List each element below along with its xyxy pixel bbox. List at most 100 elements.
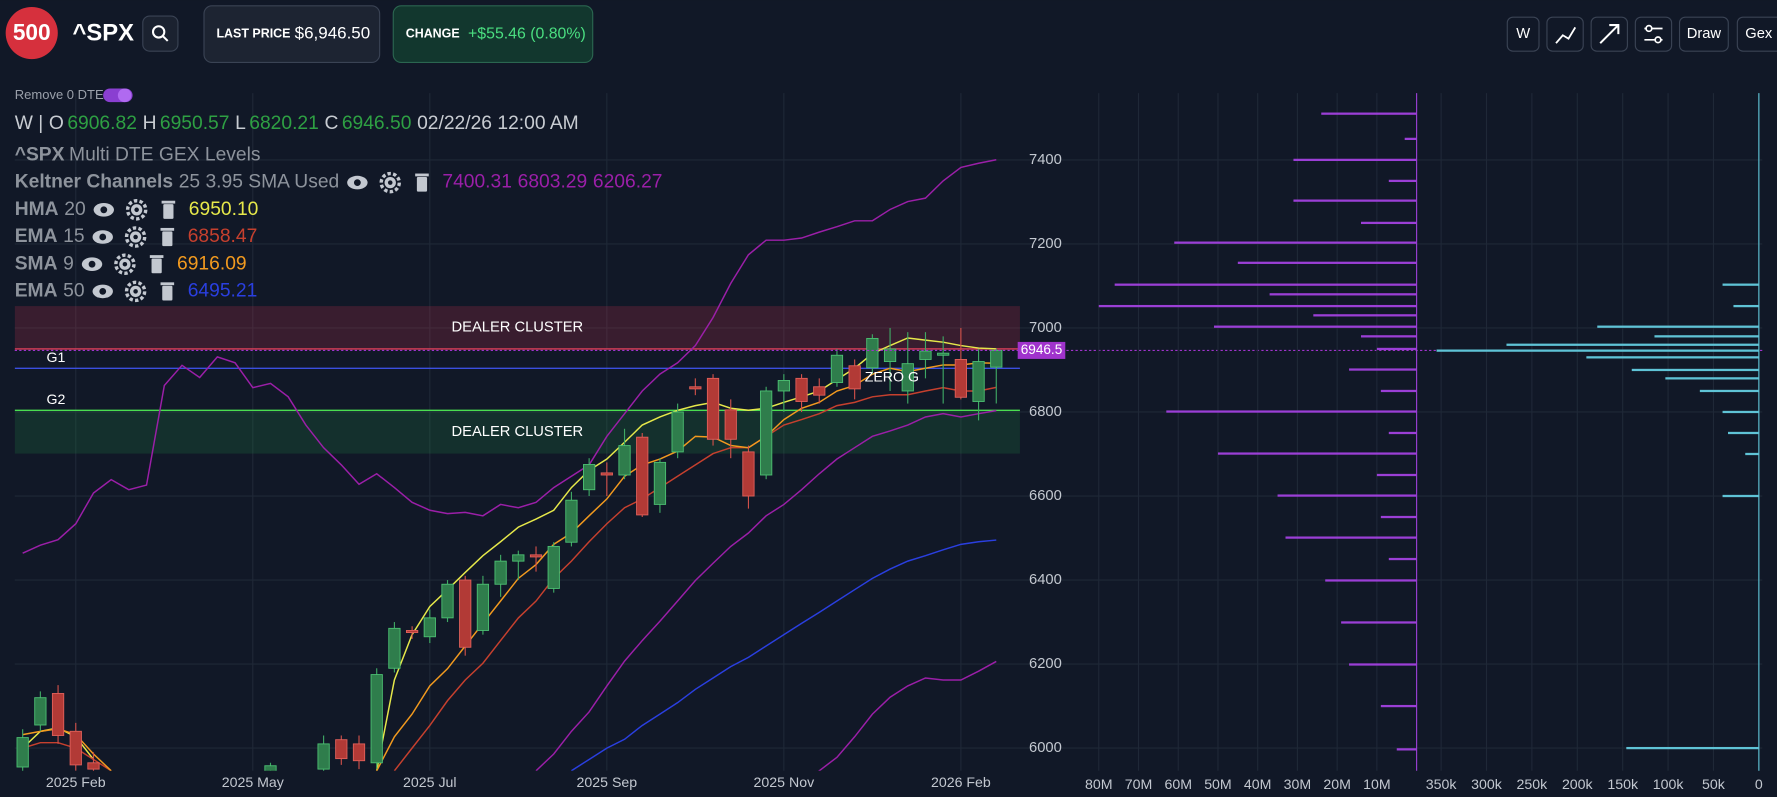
- eye-icon[interactable]: [92, 230, 113, 244]
- y-tick-label: 6000: [1029, 740, 1062, 756]
- search-button[interactable]: [142, 15, 179, 52]
- candle-body: [69, 730, 82, 766]
- gex-bar: [1388, 431, 1417, 435]
- trash-body: [416, 176, 428, 192]
- candle-body: [777, 380, 790, 392]
- trash-icon[interactable]: [160, 227, 175, 247]
- gex-bar: [1380, 389, 1417, 393]
- trash-icon[interactable]: [160, 282, 175, 301]
- trash-body: [163, 204, 174, 219]
- x-tick-label: 150k: [1607, 777, 1639, 793]
- gear-icon[interactable]: [114, 253, 136, 275]
- candle-body: [742, 451, 755, 497]
- gex-bar: [1285, 536, 1417, 539]
- trash-icon[interactable]: [415, 173, 429, 192]
- indicator-name: HMA: [15, 199, 59, 220]
- eye-icon[interactable]: [93, 203, 114, 217]
- x-tick-label: 100k: [1653, 777, 1685, 793]
- y-tick-label: 7400: [1029, 152, 1062, 168]
- candle-body: [990, 349, 1003, 368]
- candle-body: [405, 630, 419, 634]
- indicator-params: 9: [63, 253, 74, 274]
- dealer-cluster-zone: [14, 306, 1020, 349]
- candle-body: [600, 472, 613, 476]
- eye-icon[interactable]: [92, 284, 113, 299]
- zone-label: DEALER CLUSTER: [452, 319, 584, 335]
- candle-body: [671, 411, 684, 453]
- gear-icon[interactable]: [125, 199, 148, 221]
- price-plot: DEALER CLUSTER DEALER CLUSTER G1 G2 ZERO G: [14, 158, 1020, 771]
- candle-body: [512, 554, 525, 562]
- gear-icon[interactable]: [124, 280, 147, 303]
- gex-bar: [1626, 746, 1759, 750]
- gex-bar: [1293, 199, 1417, 202]
- logo[interactable]: [5, 6, 58, 60]
- trash-icon[interactable]: [161, 200, 176, 219]
- gex-bar: [1586, 356, 1759, 359]
- candle-body: [529, 554, 543, 558]
- gex-button[interactable]: [1736, 16, 1777, 52]
- indicator-params: 25 3.95 SMA Used: [179, 172, 340, 193]
- indicator-value: 6803.29: [518, 172, 588, 193]
- study-name: ^SPX: [15, 145, 65, 166]
- gex-bar: [1349, 663, 1417, 666]
- y-tick-label: 7000: [1029, 320, 1062, 336]
- gex-level-label: G2: [46, 392, 65, 408]
- ohlc-value: 6950.57: [160, 113, 230, 134]
- logo-text: 500: [13, 19, 51, 45]
- settings-icon: [1645, 24, 1653, 33]
- interval-button[interactable]: [1506, 16, 1540, 52]
- candle-body: [352, 743, 366, 762]
- gex-bar: [1404, 137, 1417, 141]
- y-tick-label: 7200: [1029, 236, 1062, 252]
- eye-pupil: [88, 260, 96, 268]
- y-tick-label: 6400: [1029, 572, 1062, 588]
- x-tick-label: 50k: [1702, 777, 1726, 793]
- indicator-value: 6916.09: [177, 253, 247, 274]
- gex-bar: [1237, 261, 1417, 264]
- gex-bar: [1277, 494, 1417, 497]
- gex-bar: [1631, 368, 1759, 372]
- y-tick-label: 6200: [1029, 656, 1062, 672]
- eye-icon[interactable]: [347, 175, 368, 190]
- interval-button-text: W: [1516, 26, 1530, 42]
- eye-icon[interactable]: [81, 257, 103, 272]
- remove-0dte-label: Remove 0 DTE: [15, 87, 104, 102]
- candle-body: [653, 461, 667, 505]
- gex-bar: [1313, 314, 1417, 317]
- gex-bar: [1341, 621, 1417, 624]
- candle-body: [459, 579, 472, 648]
- trash-lid: [161, 200, 176, 204]
- settings-icon: [1654, 36, 1662, 44]
- candle-body: [795, 377, 808, 402]
- gex-bar: [1360, 221, 1417, 225]
- last-price: $6,946.50: [295, 24, 371, 43]
- eye-pupil: [99, 233, 107, 241]
- settings-button[interactable]: [1634, 16, 1673, 52]
- gex-bar: [1654, 335, 1759, 338]
- ohlc-key: C: [325, 113, 339, 134]
- candle-body: [335, 739, 348, 760]
- candle-body: [972, 361, 985, 402]
- gear-teeth: [114, 253, 136, 275]
- candle-body: [848, 365, 861, 390]
- gex-bar: [1380, 704, 1417, 708]
- trash-lid: [415, 173, 429, 177]
- draw-button[interactable]: [1678, 16, 1729, 52]
- last-price-box: [203, 5, 381, 64]
- gear-icon[interactable]: [124, 226, 147, 248]
- study-params: Multi DTE GEX Levels: [69, 145, 261, 166]
- indicator-button[interactable]: [1546, 16, 1584, 52]
- x-tick-label: 250k: [1517, 777, 1549, 793]
- gear-hole: [387, 180, 393, 185]
- gear-icon[interactable]: [379, 171, 402, 194]
- gex-bar: [1217, 452, 1417, 455]
- trash-lid: [160, 227, 175, 231]
- candle-body: [830, 354, 844, 384]
- candle-body: [954, 359, 967, 398]
- gear-hole: [134, 207, 139, 213]
- indicator-line: [22, 158, 997, 554]
- candle-body: [370, 674, 383, 764]
- x-tick-label: 20M: [1323, 777, 1351, 793]
- trash-icon[interactable]: [149, 255, 164, 274]
